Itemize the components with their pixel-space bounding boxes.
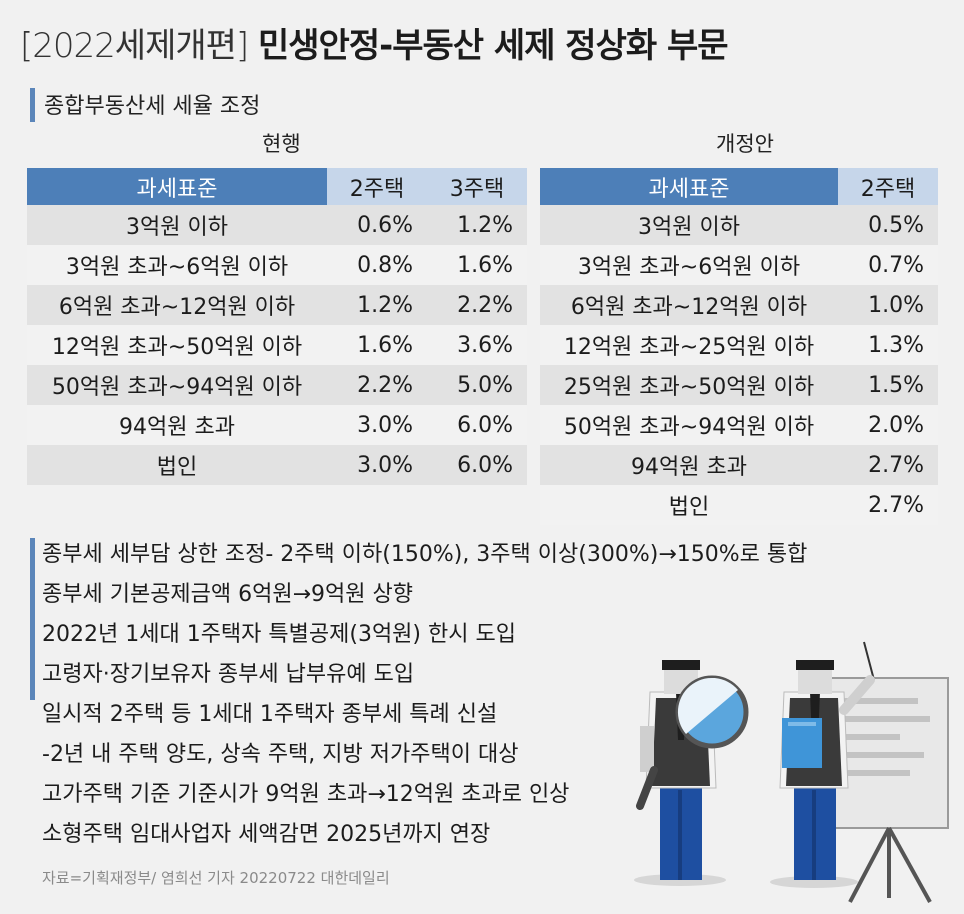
title-tag: [2022세제개편] xyxy=(20,26,249,66)
table-row: 3억원 초과~6억원 이하 0.7% xyxy=(540,245,938,285)
note-item: 종부세 기본공제금액 6억원→9억원 상향 xyxy=(42,582,414,607)
bracket-cell: 3억원 초과~6억원 이하 xyxy=(27,245,327,285)
current-rate-table: 과세표준 2주택 3주택 3억원 이하 0.6% 1.2% 3억원 초과~6억원… xyxy=(27,168,527,485)
bracket-cell: 3억원 이하 xyxy=(540,205,838,245)
table-row: 3억원 이하 0.5% xyxy=(540,205,938,245)
note-item: 소형주택 임대사업자 세액감면 2025년까지 연장 xyxy=(42,822,491,847)
note-item: 종부세 세부담 상한 조정- 2주택 이하(150%), 3주택 이상(300%… xyxy=(42,542,808,567)
rate-cell: 2.2% xyxy=(327,365,427,405)
bracket-cell: 94억원 초과 xyxy=(540,445,838,485)
source-credit: 자료=기획재정부/ 염희선 기자 20220722 대한데일리 xyxy=(42,869,390,887)
rate-cell: 1.0% xyxy=(838,285,938,325)
table-row: 법인 3.0% 6.0% xyxy=(27,445,527,485)
rate-cell: 3.0% xyxy=(327,445,427,485)
table-row: 50억원 초과~94억원 이하 2.2% 5.0% xyxy=(27,365,527,405)
rate-cell: 5.0% xyxy=(427,365,527,405)
section-title: 종합부동산세 세율 조정 xyxy=(44,94,261,119)
table-row: 12억원 초과~50억원 이하 1.6% 3.6% xyxy=(27,325,527,365)
proposal-header-two-house: 2주택 xyxy=(838,168,938,205)
notes-accent-bar xyxy=(30,538,35,700)
rate-cell: 1.5% xyxy=(838,365,938,405)
table-row: 12억원 초과~25억원 이하 1.3% xyxy=(540,325,938,365)
note-item: 2022년 1세대 1주택자 특별공제(3억원) 한시 도입 xyxy=(42,622,516,647)
rate-cell: 1.6% xyxy=(427,245,527,285)
rate-cell: 2.0% xyxy=(838,405,938,445)
notes-list: 종부세 세부담 상한 조정- 2주택 이하(150%), 3주택 이상(300%… xyxy=(42,535,807,855)
table-row: 94억원 초과 2.7% xyxy=(540,445,938,485)
rate-cell: 1.2% xyxy=(427,205,527,245)
current-header-bracket: 과세표준 xyxy=(27,168,327,205)
bracket-cell: 12억원 초과~50억원 이하 xyxy=(27,325,327,365)
table-row: 50억원 초과~94억원 이하 2.0% xyxy=(540,405,938,445)
rate-cell: 0.5% xyxy=(838,205,938,245)
bracket-cell: 법인 xyxy=(27,445,327,485)
proposal-rate-table: 과세표준 2주택 3억원 이하 0.5% 3억원 초과~6억원 이하 0.7% … xyxy=(540,168,938,525)
bracket-cell: 50억원 초과~94억원 이하 xyxy=(540,405,838,445)
rate-cell: 3.0% xyxy=(327,405,427,445)
page-title: [2022세제개편] 민생안정-부동산 세제 정상화 부문 xyxy=(20,18,729,67)
rate-cell: 0.6% xyxy=(327,205,427,245)
bracket-cell: 94억원 초과 xyxy=(27,405,327,445)
table-row: 6억원 초과~12억원 이하 1.0% xyxy=(540,285,938,325)
bracket-cell: 6억원 초과~12억원 이하 xyxy=(27,285,327,325)
businessman-presenting xyxy=(770,660,875,888)
rate-cell: 1.6% xyxy=(327,325,427,365)
title-main: 민생안정-부동산 세제 정상화 부문 xyxy=(258,26,729,66)
rate-cell: 1.2% xyxy=(327,285,427,325)
bracket-cell: 50억원 초과~94억원 이하 xyxy=(27,365,327,405)
rate-cell: 2.2% xyxy=(427,285,527,325)
bracket-cell: 3억원 초과~6억원 이하 xyxy=(540,245,838,285)
current-header-three-house: 3주택 xyxy=(427,168,527,205)
rate-cell: 6.0% xyxy=(427,405,527,445)
current-header-two-house: 2주택 xyxy=(327,168,427,205)
rate-cell: 0.7% xyxy=(838,245,938,285)
rate-cell: 6.0% xyxy=(427,445,527,485)
note-item: 일시적 2주택 등 1세대 1주택자 종부세 특례 신설 xyxy=(42,702,498,727)
bracket-cell: 법인 xyxy=(540,485,838,525)
table-row: 3억원 초과~6억원 이하 0.8% 1.6% xyxy=(27,245,527,285)
bracket-cell: 12억원 초과~25억원 이하 xyxy=(540,325,838,365)
current-table-caption: 현행 xyxy=(262,132,301,156)
businessmen-illustration xyxy=(634,641,949,903)
table-row: 94억원 초과 3.0% 6.0% xyxy=(27,405,527,445)
table-row: 3억원 이하 0.6% 1.2% xyxy=(27,205,527,245)
magnifier-icon xyxy=(675,675,749,749)
rate-cell: 1.3% xyxy=(838,325,938,365)
rate-cell: 2.7% xyxy=(838,445,938,485)
bracket-cell: 6억원 초과~12억원 이하 xyxy=(540,285,838,325)
bracket-cell: 25억원 초과~50억원 이하 xyxy=(540,365,838,405)
table-row: 6억원 초과~12억원 이하 1.2% 2.2% xyxy=(27,285,527,325)
table-row: 25억원 초과~50억원 이하 1.5% xyxy=(540,365,938,405)
section-accent-bar xyxy=(30,88,35,122)
rate-cell: 2.7% xyxy=(838,485,938,525)
table-row: 법인 2.7% xyxy=(540,485,938,525)
note-item: 고령자·장기보유자 종부세 납부유예 도입 xyxy=(42,662,415,687)
note-item: -2년 내 주택 양도, 상속 주택, 지방 저가주택이 대상 xyxy=(42,742,519,767)
proposal-header-bracket: 과세표준 xyxy=(540,168,838,205)
bracket-cell: 3억원 이하 xyxy=(27,205,327,245)
rate-cell: 0.8% xyxy=(327,245,427,285)
note-item: 고가주택 기준 기준시가 9억원 초과→12억원 초과로 인상 xyxy=(42,782,570,807)
rate-cell: 3.6% xyxy=(427,325,527,365)
proposal-table-caption: 개정안 xyxy=(716,132,774,156)
